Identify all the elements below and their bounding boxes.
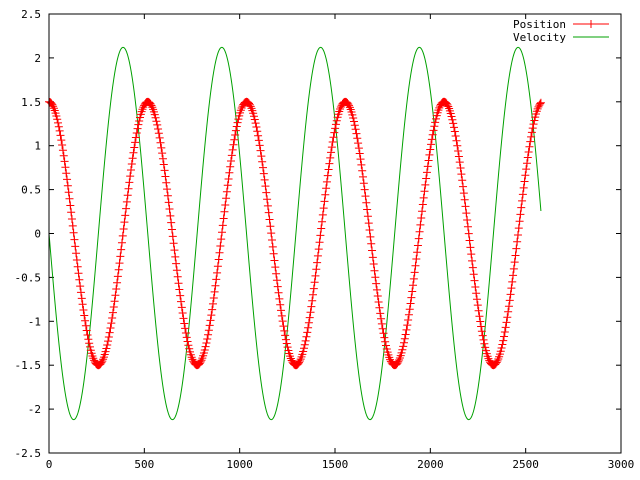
series-line-velocity xyxy=(48,46,542,421)
x-tick-label: 3000 xyxy=(608,458,635,471)
y-tick-label: -2 xyxy=(28,403,41,416)
y-tick-label: 1.5 xyxy=(21,96,41,109)
y-tick-label: 0.5 xyxy=(21,184,41,197)
plot-frame xyxy=(48,13,622,454)
x-tick-label: 2000 xyxy=(417,458,444,471)
legend-label-position: Position xyxy=(513,18,566,31)
y-tick-label: -0.5 xyxy=(15,271,42,284)
axis-ticks: 0 500 1000 1500 2000 2500 3000 -2.5 -2 -1.5 -1 -0.5… xyxy=(15,8,635,471)
legend-sample-position xyxy=(573,20,609,28)
plot-series xyxy=(45,46,545,421)
legend-marker xyxy=(587,20,595,28)
y-tick-label: 2.5 xyxy=(21,8,41,21)
x-tick-label: 0 xyxy=(46,458,53,471)
y-tick-label: -2.5 xyxy=(15,447,42,460)
y-tick-label: 1 xyxy=(34,140,41,153)
x-tick-label: 1500 xyxy=(322,458,349,471)
y-tick-label: 0 xyxy=(34,228,41,241)
legend-label-velocity: Velocity xyxy=(513,31,566,44)
y-tick-label: 2 xyxy=(34,52,41,65)
y-tick-label: -1 xyxy=(28,315,41,328)
x-tick-label: 1000 xyxy=(226,458,253,471)
position-point-markers xyxy=(45,97,545,370)
y-tick-label: -1.5 xyxy=(15,359,42,372)
series-markers-position xyxy=(45,97,545,370)
legend: Position Velocity xyxy=(513,18,609,44)
x-tick-label: 500 xyxy=(134,458,154,471)
x-tick-label: 2500 xyxy=(512,458,539,471)
